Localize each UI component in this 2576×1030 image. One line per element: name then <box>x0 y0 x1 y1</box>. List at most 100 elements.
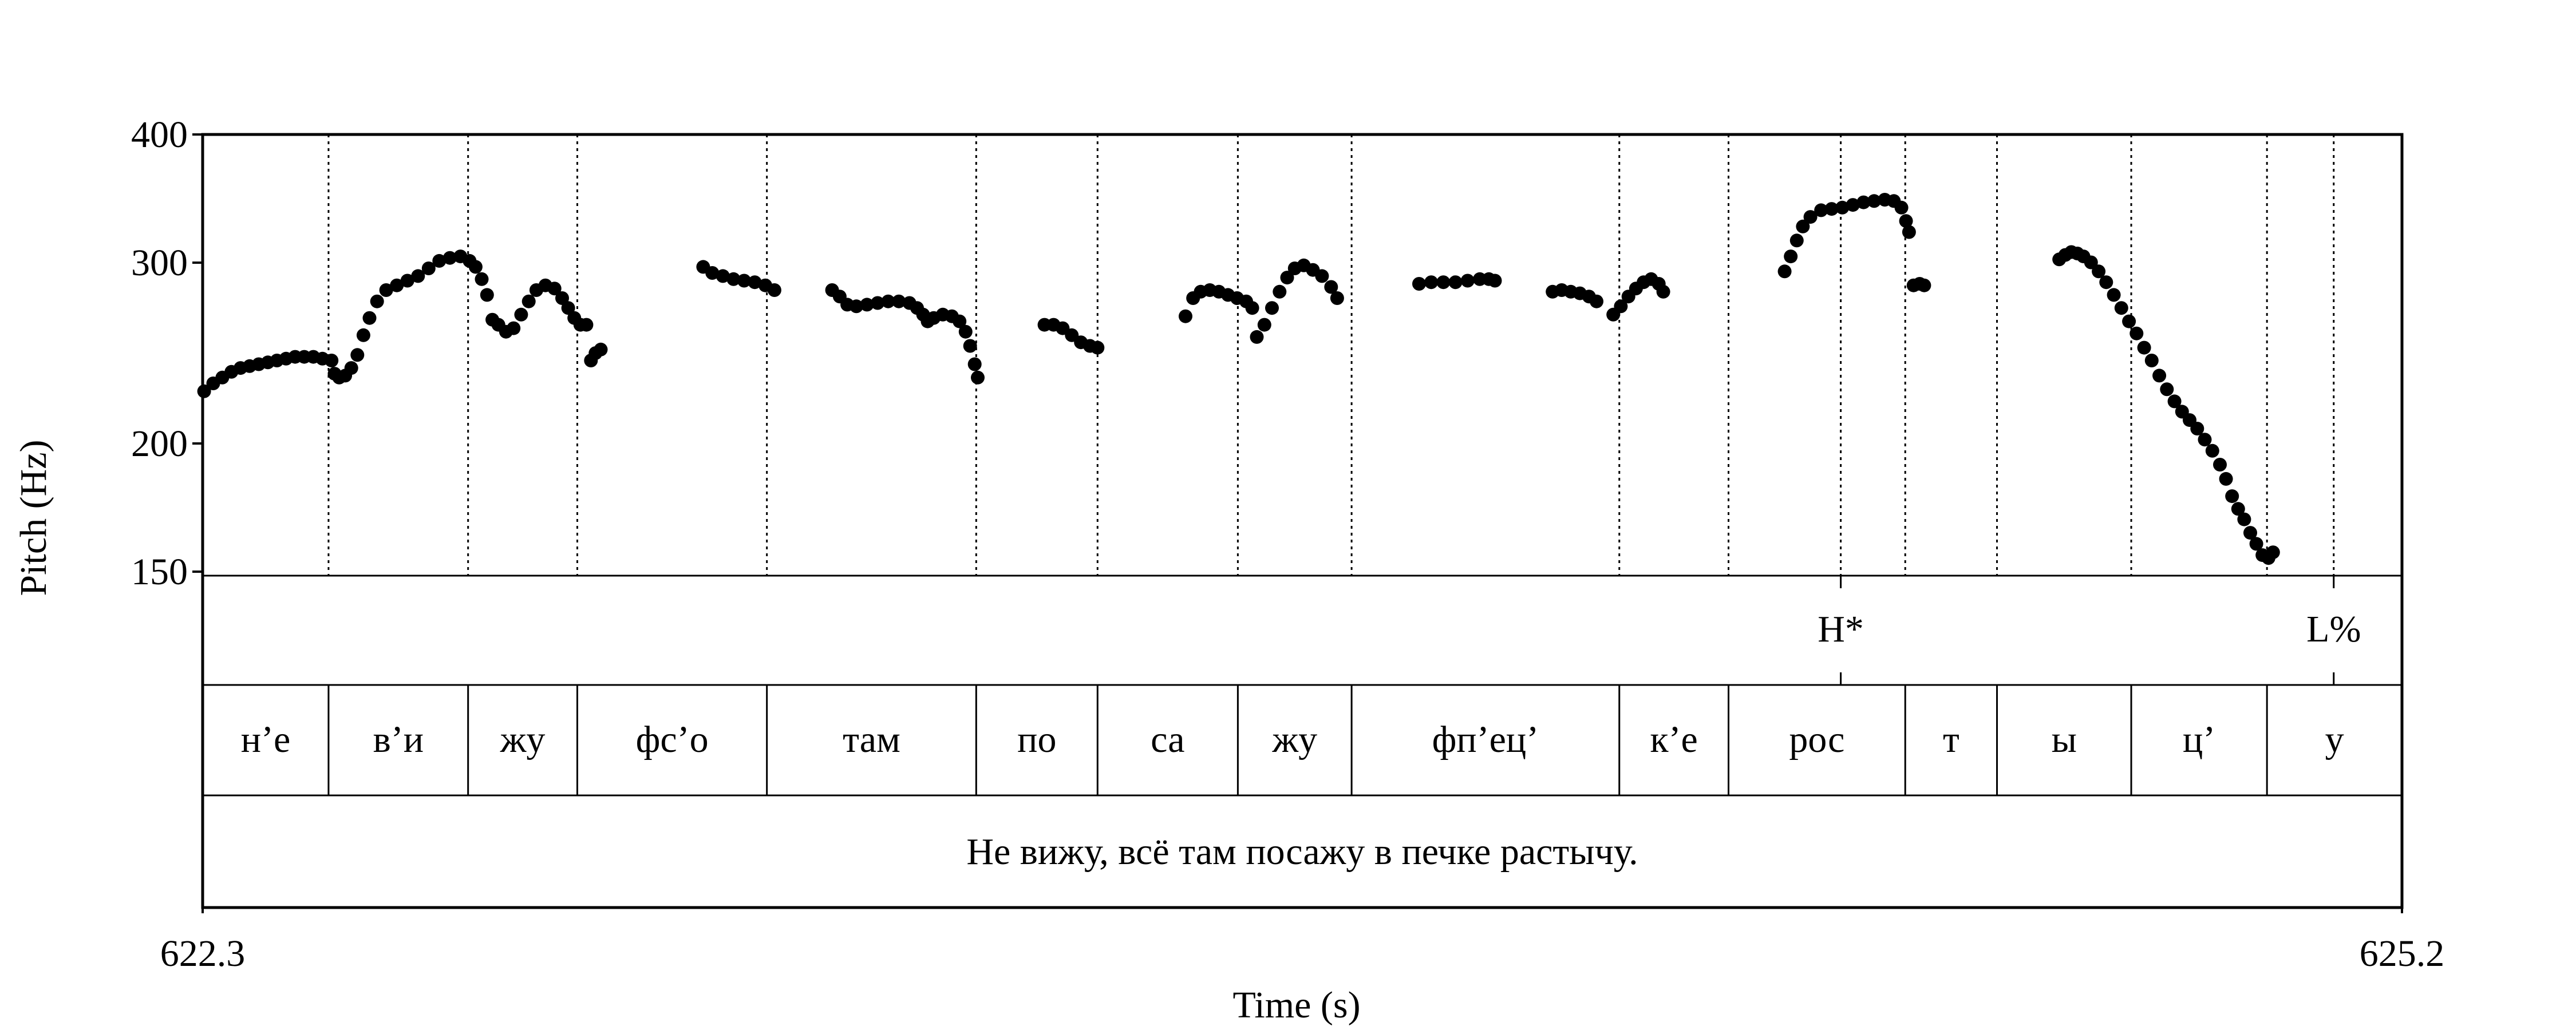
pitch-point <box>2152 369 2167 383</box>
pitch-point <box>1448 275 1463 290</box>
pitch-point <box>1835 200 1850 215</box>
syllable-tier: н’е в’и жу фс’о там по са жу фп’ец’ к’е рос т ы ц’ у <box>241 685 2344 795</box>
pitch-point <box>963 339 977 353</box>
syllable-label: там <box>843 719 900 760</box>
pitch-point <box>2237 512 2251 526</box>
syllable-label: т <box>1943 719 1959 760</box>
syllable-label: рос <box>1789 719 1844 760</box>
pitch-point <box>1590 294 1603 308</box>
pitch-point <box>350 348 365 362</box>
sentence-label: Не вижу, всё там посажу в печке растычу. <box>966 831 1638 873</box>
pitch-point <box>2160 382 2174 397</box>
pitch-point <box>475 272 489 286</box>
pitch-point <box>1412 277 1426 291</box>
pitch-point <box>1784 249 1798 264</box>
x-tick-label-end: 625.2 <box>2360 933 2445 974</box>
pitch-point <box>1789 233 1804 248</box>
pitch-point <box>442 251 457 265</box>
pitch-point <box>561 301 575 315</box>
pitch-point <box>411 269 425 283</box>
pitch-point <box>1273 284 1287 299</box>
pitch-point <box>1250 330 1264 344</box>
pitch-point <box>1265 301 1279 315</box>
pitch-point <box>1902 225 1916 239</box>
pitch-point <box>958 324 973 339</box>
pitch-point <box>2225 489 2239 504</box>
pitch-point <box>2092 264 2106 279</box>
pitch-point <box>860 298 874 312</box>
plot-frame <box>201 133 2404 909</box>
syllable-label: у <box>2325 719 2344 760</box>
pitch-point <box>507 321 521 335</box>
pitch-point <box>2266 545 2280 560</box>
pitch-point <box>432 253 447 268</box>
pitch-point <box>2190 422 2204 435</box>
pitch-point <box>390 278 404 292</box>
pitch-point <box>953 314 967 328</box>
syllable-label: ц’ <box>2183 719 2215 760</box>
pitch-point <box>1460 274 1475 288</box>
pitch-point <box>1488 274 1502 288</box>
syllable-label: ы <box>2052 719 2077 760</box>
syllable-label: фс’о <box>636 719 709 760</box>
pitch-point <box>2144 354 2159 367</box>
tone-label: L% <box>2306 608 2361 650</box>
pitch-point <box>1814 203 1828 217</box>
syllable-label: жу <box>500 719 546 760</box>
pitch-point <box>468 260 483 274</box>
pitch-point <box>2099 275 2113 290</box>
pitch-point <box>2249 537 2263 551</box>
pitch-point <box>2198 433 2212 447</box>
syllable-label: в’и <box>373 719 424 760</box>
pitch-point <box>547 282 562 296</box>
pitch-point <box>1894 200 1909 215</box>
pitch-point <box>521 294 536 308</box>
pitch-point <box>1245 301 1259 315</box>
pitch-point <box>1899 214 1913 228</box>
pitch-point <box>1777 264 1792 279</box>
pitch-point <box>362 311 377 325</box>
pitch-point <box>421 262 436 275</box>
pitch-point <box>705 266 720 280</box>
pitch-point <box>1917 278 1931 292</box>
pitch-point <box>2129 326 2144 340</box>
pitch-point <box>2213 458 2227 472</box>
pitch-point <box>325 354 339 367</box>
pitch-point <box>892 294 906 308</box>
pitch-point <box>2205 443 2219 458</box>
syllable-label: са <box>1151 719 1184 760</box>
pitch-point <box>197 384 211 398</box>
pitch-point <box>881 294 895 308</box>
pitch-point <box>1091 340 1105 355</box>
pitch-point <box>1614 299 1628 314</box>
pitch-point <box>2219 472 2233 486</box>
pitch-point <box>594 342 608 356</box>
pitch-point <box>579 318 594 332</box>
pitch-point <box>356 328 370 342</box>
pitch-point <box>2122 314 2136 328</box>
pitch-point <box>748 275 762 290</box>
pitch-point <box>971 370 985 385</box>
pitch-point <box>1846 198 1860 212</box>
pitch-point <box>1330 291 1344 305</box>
pitch-point <box>555 291 569 305</box>
pitch-point <box>1324 280 1338 294</box>
pitch-point <box>1280 271 1294 285</box>
syllable-label: к’е <box>1650 719 1698 760</box>
pitch-point <box>1824 202 1839 216</box>
pitch-point <box>716 269 730 283</box>
pitch-point <box>1856 195 1871 209</box>
pitch-point <box>1803 210 1818 224</box>
pitch-point <box>2114 301 2128 315</box>
x-tick-label-start: 622.3 <box>160 933 246 974</box>
pitch-points <box>197 193 2280 565</box>
pitch-point <box>2137 340 2151 355</box>
pitch-point <box>480 288 494 302</box>
pitch-point <box>967 357 982 371</box>
pitch-point <box>370 294 384 308</box>
pitch-point <box>1656 284 1670 299</box>
y-tick-label-200: 200 <box>131 423 188 465</box>
pitch-point <box>344 361 358 375</box>
pitch-point <box>1257 318 1271 332</box>
